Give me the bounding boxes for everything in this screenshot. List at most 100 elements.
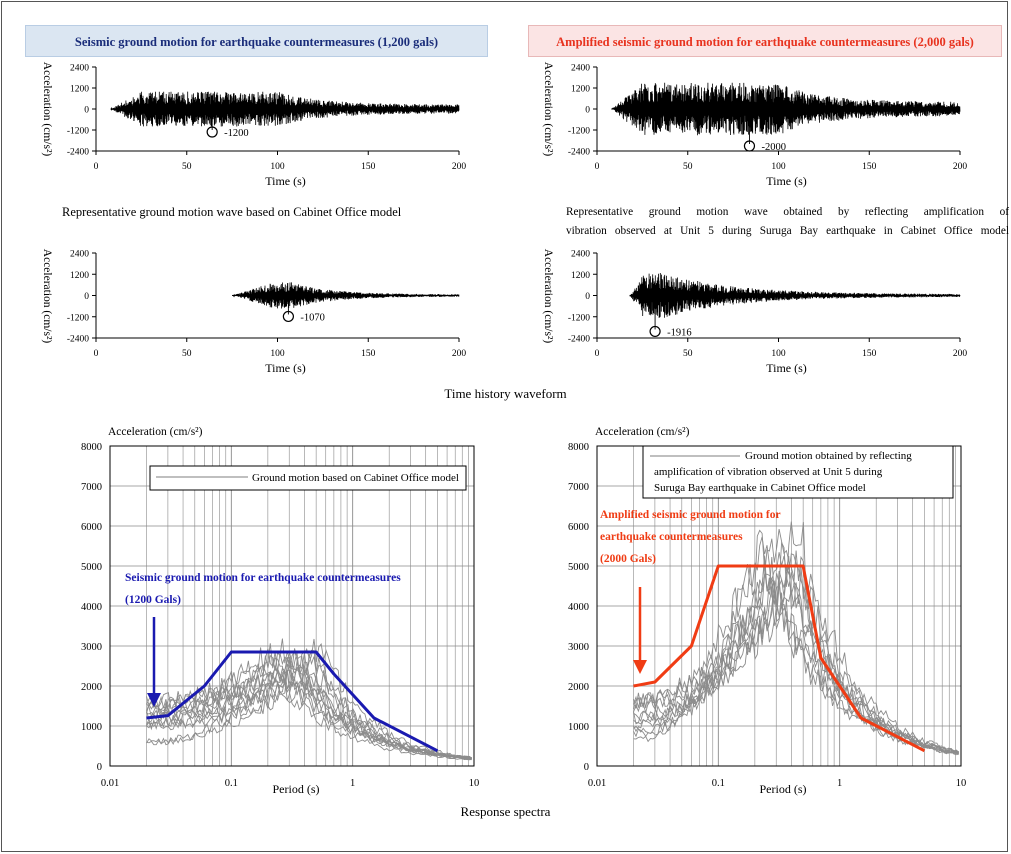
- y-tick-label: 0: [84, 292, 89, 302]
- x-tick-label: 1: [350, 778, 355, 789]
- design-spectrum-line: [633, 564, 926, 753]
- y-tick-label: -2400: [568, 335, 590, 345]
- y-tick-label: 0: [97, 762, 102, 773]
- observed-spectrum-line: [146, 638, 472, 759]
- peak-label: -2000: [761, 142, 786, 153]
- peak-marker: [206, 126, 218, 138]
- y-tick-label: 1200: [571, 271, 590, 281]
- wave-1070-chart: 2400 1200 0 -1200 -2400 0 50 100 150 200 Time (s) A…: [41, 249, 466, 375]
- observed-spectrum-line: [146, 638, 472, 759]
- x-tick-label: 50: [182, 162, 192, 172]
- x-tick-label: 0.01: [101, 778, 119, 789]
- y-tick-label: 0: [584, 762, 589, 773]
- x-axis-label: Time (s): [265, 174, 306, 188]
- arrow-head: [633, 660, 647, 674]
- y-tick-label: 4000: [81, 602, 102, 613]
- y-tick-label: 2400: [571, 250, 590, 260]
- observed-spectrum-line: [633, 536, 959, 753]
- y-tick-label: -1200: [568, 127, 590, 137]
- x-tick-label: 0: [94, 162, 99, 172]
- caption-waveform-right-line2: vibration observed at Unit 5 during Suru…: [566, 225, 1009, 237]
- y-tick-label: 2400: [70, 250, 89, 260]
- x-axis-label: Time (s): [766, 361, 807, 375]
- x-tick-label: 0: [595, 162, 600, 172]
- y-tick-label: 2000: [81, 682, 102, 693]
- caption-waveform-left: Representative ground motion wave based …: [62, 205, 402, 219]
- y-tick-label: 1000: [81, 722, 102, 733]
- legend-text: Ground motion based on Cabinet Office mo…: [252, 472, 459, 484]
- design-label: earthquake countermeasures: [600, 531, 743, 543]
- x-tick-label: 1: [837, 778, 842, 789]
- x-tick-label: 50: [683, 349, 693, 359]
- y-tick-label: 7000: [81, 482, 102, 493]
- arrow-head: [147, 693, 161, 707]
- peak-marker: [282, 310, 294, 323]
- waveform-line: [611, 82, 961, 136]
- observed-spectrum-line: [633, 573, 959, 755]
- x-tick-label: 10: [956, 778, 967, 789]
- x-tick-label: 0.01: [588, 778, 606, 789]
- x-tick-label: 200: [452, 162, 467, 172]
- x-tick-label: 200: [953, 162, 968, 172]
- x-axis-label: Time (s): [265, 361, 306, 375]
- header-left: Seismic ground motion for earthquake cou…: [25, 25, 488, 57]
- y-axis-label: Acceleration (cm/s²): [108, 426, 203, 438]
- wave-2000-chart: 2400 1200 0 -1200 -2400 0 50 100 150 200 Time (s) A…: [542, 62, 967, 188]
- x-axis-label: Period (s): [760, 782, 807, 796]
- legend-text: Suruga Bay earthquake in Cabinet Office …: [654, 482, 866, 494]
- waveform-line: [232, 282, 460, 309]
- y-tick-label: 5000: [81, 562, 102, 573]
- legend-box: [149, 465, 467, 491]
- y-tick-label: 3000: [568, 642, 589, 653]
- caption-time-history: Time history waveform: [444, 386, 567, 401]
- x-tick-label: 150: [361, 162, 376, 172]
- y-axis-label: Acceleration (cm/s²): [542, 249, 554, 344]
- y-tick-label: -1200: [568, 313, 590, 323]
- y-tick-label: 3000: [81, 642, 102, 653]
- observed-spectrum-line: [146, 678, 472, 761]
- peak-label: -1916: [667, 327, 692, 338]
- caption-waveform-right: Representative ground motion wave obtain…: [566, 203, 1009, 241]
- y-tick-label: 5000: [568, 562, 589, 573]
- y-tick-label: -2400: [67, 335, 89, 345]
- x-tick-label: 150: [862, 162, 877, 172]
- legend-text: Ground motion obtained by reflecting: [745, 450, 912, 462]
- x-tick-label: 0: [94, 349, 99, 359]
- y-axis-label: Acceleration (cm/s²): [41, 249, 53, 344]
- y-axis-label: Acceleration (cm/s²): [41, 62, 53, 157]
- waveform-line: [110, 91, 460, 127]
- x-axis-label: Period (s): [273, 782, 320, 796]
- peak-label: -1070: [300, 312, 325, 323]
- x-axis-label: Time (s): [766, 174, 807, 188]
- y-tick-label: 4000: [568, 602, 589, 613]
- caption-response-spectra: Response spectra: [460, 804, 551, 819]
- y-tick-label: 0: [585, 106, 590, 116]
- y-tick-label: 0: [585, 292, 590, 302]
- design-label: Seismic ground motion for earthquake cou…: [125, 572, 401, 584]
- y-tick-label: 1000: [568, 722, 589, 733]
- header-right: Amplified seismic ground motion for eart…: [528, 25, 1002, 57]
- x-tick-label: 50: [683, 162, 693, 172]
- y-tick-label: 2400: [571, 64, 590, 74]
- y-tick-label: 8000: [81, 442, 102, 453]
- x-tick-label: 200: [452, 349, 467, 359]
- x-tick-label: 150: [361, 349, 376, 359]
- design-label: (2000 Gals): [600, 553, 656, 565]
- x-tick-label: 10: [469, 778, 480, 789]
- observed-spectrum-line: [633, 566, 959, 756]
- x-tick-label: 50: [182, 349, 192, 359]
- observed-spectrum-line: [633, 529, 960, 754]
- legend-text: amplification of vibration observed at U…: [654, 466, 883, 478]
- y-tick-label: -1200: [67, 127, 89, 137]
- x-tick-label: 0: [595, 349, 600, 359]
- x-tick-label: 100: [270, 162, 285, 172]
- x-tick-label: 0.1: [712, 778, 725, 789]
- y-axis-label: Acceleration (cm/s²): [595, 426, 690, 438]
- wave-1916-chart: 2400 1200 0 -1200 -2400 0 50 100 150 200 Time (s) A…: [542, 249, 967, 375]
- y-tick-label: -2400: [67, 148, 89, 158]
- y-tick-label: 7000: [568, 482, 589, 493]
- y-tick-label: 2000: [568, 682, 589, 693]
- y-tick-label: 8000: [568, 442, 589, 453]
- y-tick-label: -1200: [67, 313, 89, 323]
